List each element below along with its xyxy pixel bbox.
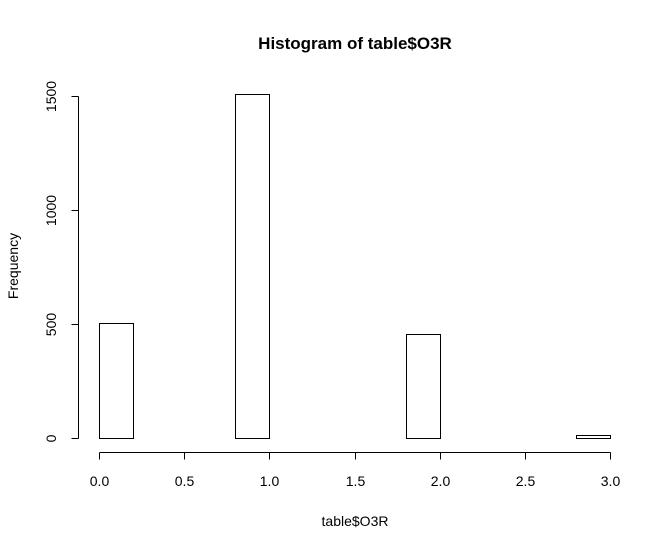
y-tick-label: 500 [43, 313, 59, 337]
histogram-bar [99, 323, 134, 439]
x-tick-label: 3.0 [601, 473, 621, 489]
chart-title: Histogram of table$O3R [258, 34, 452, 53]
y-tick-label: 0 [43, 434, 59, 442]
histogram-bars [99, 94, 611, 439]
x-tick-label: 0.5 [175, 473, 195, 489]
x-tick-label: 1.0 [260, 473, 280, 489]
y-tick-label: 1500 [43, 81, 59, 112]
x-tick-label: 2.0 [431, 473, 451, 489]
y-axis-label: Frequency [5, 233, 21, 299]
x-tick-label: 1.5 [346, 473, 366, 489]
histogram-bar [406, 334, 441, 439]
histogram-bar [576, 435, 611, 439]
y-tick-label: 1000 [43, 195, 59, 226]
y-axis: 0 500 1000 1500 [43, 81, 79, 442]
x-axis-label: table$O3R [322, 513, 389, 529]
x-tick-label: 0.0 [90, 473, 110, 489]
histogram-bar [235, 94, 270, 439]
x-tick-label: 2.5 [516, 473, 536, 489]
x-axis: 0.0 0.5 1.0 1.5 2.0 2.5 3.0 [90, 452, 621, 489]
